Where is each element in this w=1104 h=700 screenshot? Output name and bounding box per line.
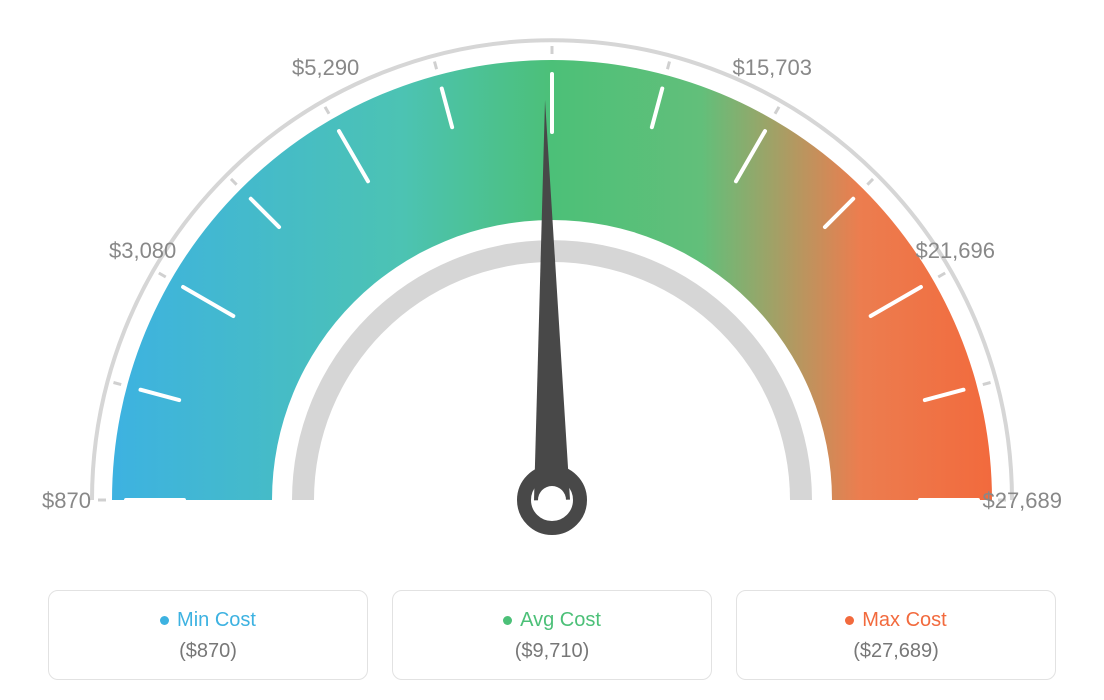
legend-card-max: Max Cost ($27,689) [736,590,1056,680]
svg-text:$870: $870 [42,488,91,513]
legend-card-avg: Avg Cost ($9,710) [392,590,712,680]
legend-title-max: Max Cost [845,609,946,632]
svg-text:$5,290: $5,290 [292,55,359,80]
svg-text:$21,696: $21,696 [915,238,995,263]
svg-text:$3,080: $3,080 [109,238,176,263]
dot-icon [160,616,169,625]
dot-icon [503,616,512,625]
legend-title-min: Min Cost [160,609,256,632]
legend-value-avg: ($9,710) [393,640,711,663]
legend-title-avg: Avg Cost [503,609,601,632]
legend-row: Min Cost ($870) Avg Cost ($9,710) Max Co… [20,590,1084,680]
legend-value-max: ($27,689) [737,640,1055,663]
legend-title-label: Min Cost [177,609,256,632]
gauge-chart: $870$3,080$5,290$9,710$15,703$21,696$27,… [20,20,1084,580]
gauge-svg: $870$3,080$5,290$9,710$15,703$21,696$27,… [20,20,1084,580]
svg-text:$15,703: $15,703 [732,55,812,80]
dot-icon [845,616,854,625]
legend-title-label: Avg Cost [520,609,601,632]
legend-card-min: Min Cost ($870) [48,590,368,680]
legend-value-min: ($870) [49,640,367,663]
svg-text:$27,689: $27,689 [982,488,1062,513]
legend-title-label: Max Cost [862,609,946,632]
